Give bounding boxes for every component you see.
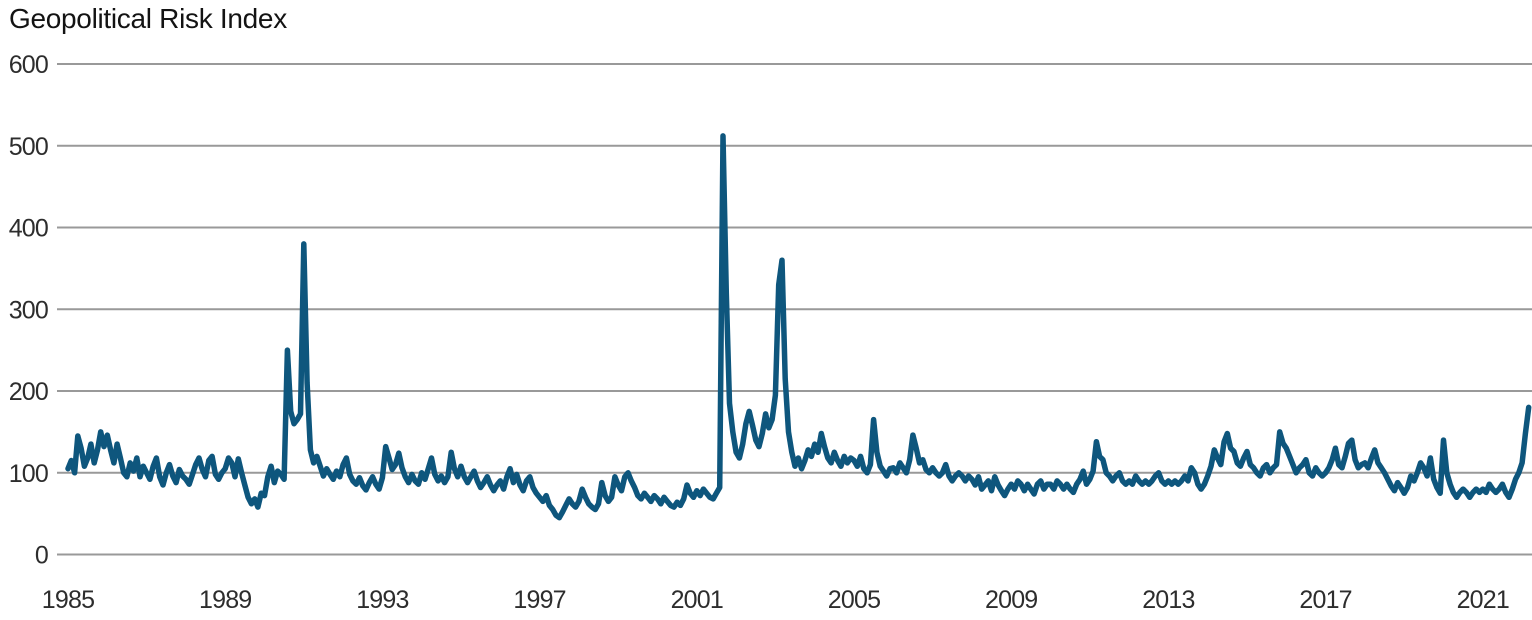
y-axis-labels-group: 0 100 200 300 400 500 600 (9, 51, 49, 570)
gpr-line-series (65, 133, 1532, 521)
x-axis-tick-label: 2001 (671, 586, 723, 614)
x-axis-tick-label: 1985 (42, 586, 94, 614)
x-axis-tick-label: 2005 (828, 586, 880, 614)
x-axis-tick-label: 2017 (1299, 586, 1351, 614)
x-axis-tick-label: 1993 (356, 586, 408, 614)
x-axis-tick-label: 1997 (513, 586, 565, 614)
y-axis-tick-label: 500 (9, 133, 48, 161)
x-axis-labels-group: 1985 1989 1993 1997 2001 2005 2009 2013 2017 2021 (42, 586, 1510, 614)
x-axis-tick-label: 2009 (985, 586, 1037, 614)
gridlines-group (57, 63, 1532, 556)
x-axis-tick-label: 2021 (1457, 586, 1509, 614)
y-axis-tick-label: 600 (9, 51, 48, 79)
y-axis-tick-label: 300 (9, 296, 48, 324)
x-axis-tick-label: 1989 (199, 586, 251, 614)
y-axis-tick-label: 100 (9, 460, 48, 488)
y-axis-tick-label: 400 (9, 215, 48, 243)
y-axis-tick-label: 200 (9, 378, 48, 406)
y-axis-tick-label: 0 (35, 542, 48, 570)
x-axis-tick-label: 2013 (1142, 586, 1194, 614)
chart-title: Geopolitical Risk Index (9, 3, 287, 34)
